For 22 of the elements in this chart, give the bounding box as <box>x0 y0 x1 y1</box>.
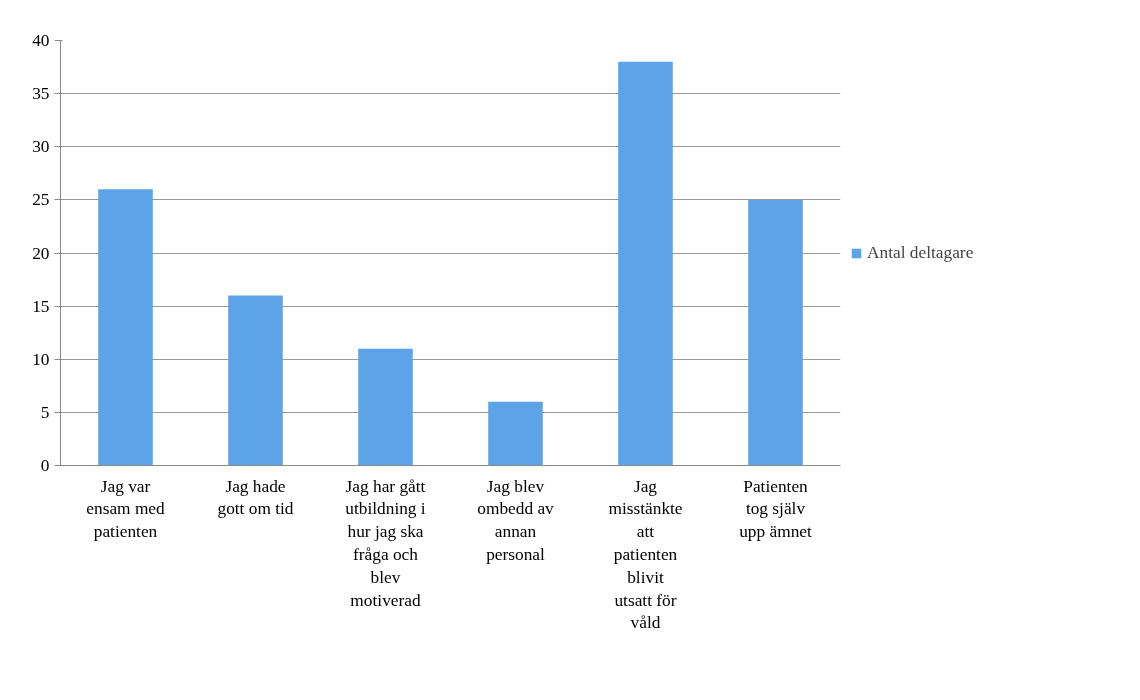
y-tick-label: 35 <box>32 84 50 104</box>
y-tick-label: 5 <box>40 402 50 422</box>
y-tick-label: 30 <box>32 137 50 157</box>
x-tick-label: Patienten tog själv upp ämnet <box>739 476 813 542</box>
y-tick-label: 20 <box>32 243 50 263</box>
legend-label: Antal deltagare <box>867 242 974 263</box>
bar <box>98 189 153 466</box>
x-tick-label: Jag misstänkte att patienten blivit utsatt för våld <box>608 476 683 633</box>
x-tick-label: Jag var ensam med patienten <box>86 476 166 542</box>
x-tick-label: Jag blev ombedd av annan personal <box>477 476 555 564</box>
x-tick-label: Jag hade gott om tid <box>217 476 294 519</box>
bar <box>488 401 543 466</box>
bar <box>358 348 413 466</box>
y-tick-label: 0 <box>40 456 50 475</box>
y-tick-label: 25 <box>32 190 50 210</box>
x-tick-label: Jag har gått utbildning i hur jag ska fråga och blev motiverad <box>345 476 426 610</box>
bar <box>228 295 283 466</box>
bar <box>618 61 673 466</box>
y-tick-label: 10 <box>32 349 50 369</box>
bar <box>748 199 803 466</box>
y-tick-label: 15 <box>32 296 50 316</box>
y-tick-label: 40 <box>32 31 50 50</box>
